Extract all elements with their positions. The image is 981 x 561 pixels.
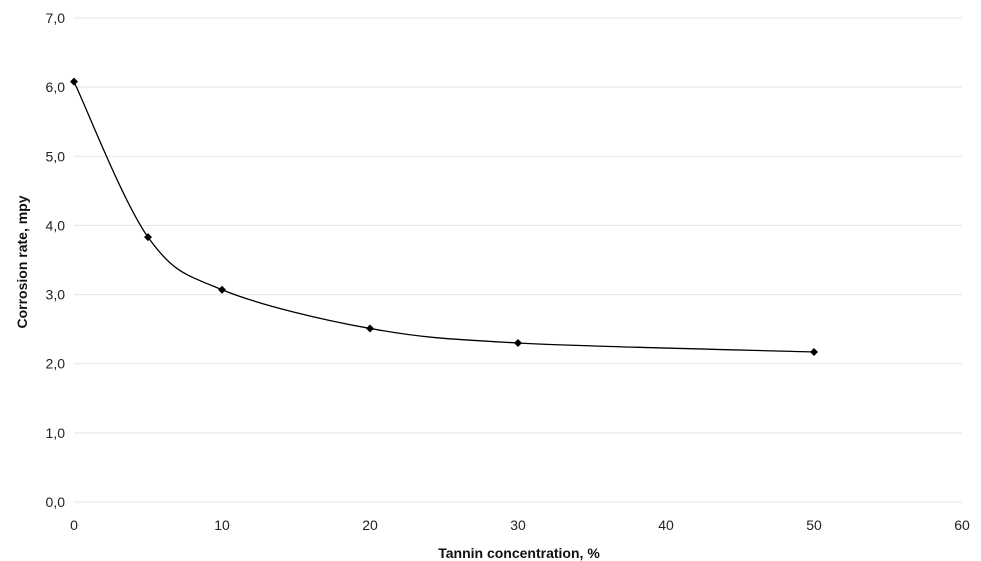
y-tick-label: 2,0: [46, 356, 66, 372]
y-tick-label: 5,0: [46, 148, 66, 164]
y-tick-label: 7,0: [46, 10, 66, 26]
y-axis-title: Corrosion rate, mpy: [14, 195, 30, 328]
data-point: [810, 347, 818, 356]
x-tick-label: 50: [806, 517, 822, 533]
x-axis-title: Tannin concentration, %: [438, 545, 600, 561]
data-point: [514, 338, 522, 347]
x-tick-label: 0: [70, 517, 78, 533]
data-point: [218, 285, 226, 294]
data-points: [70, 77, 818, 356]
data-point: [366, 324, 374, 333]
y-tick-labels: 0,0 1,0 2,0 3,0 4,0 5,0 6,0 7,0: [46, 10, 66, 510]
x-tick-label: 20: [362, 517, 378, 533]
x-tick-label: 30: [510, 517, 526, 533]
series-line: [73, 81, 815, 353]
gridlines: [74, 17, 962, 503]
y-tick-label: 3,0: [46, 287, 66, 303]
y-tick-label: 0,0: [46, 494, 66, 510]
x-tick-label: 40: [658, 517, 674, 533]
x-tick-label: 60: [954, 517, 970, 533]
data-point: [70, 77, 78, 86]
x-tick-label: 10: [214, 517, 230, 533]
y-tick-label: 1,0: [46, 425, 66, 441]
data-point: [144, 233, 152, 242]
x-tick-labels: 0 10 20 30 40 50 60: [70, 517, 970, 533]
y-tick-label: 6,0: [46, 79, 66, 95]
y-tick-label: 4,0: [46, 217, 66, 233]
